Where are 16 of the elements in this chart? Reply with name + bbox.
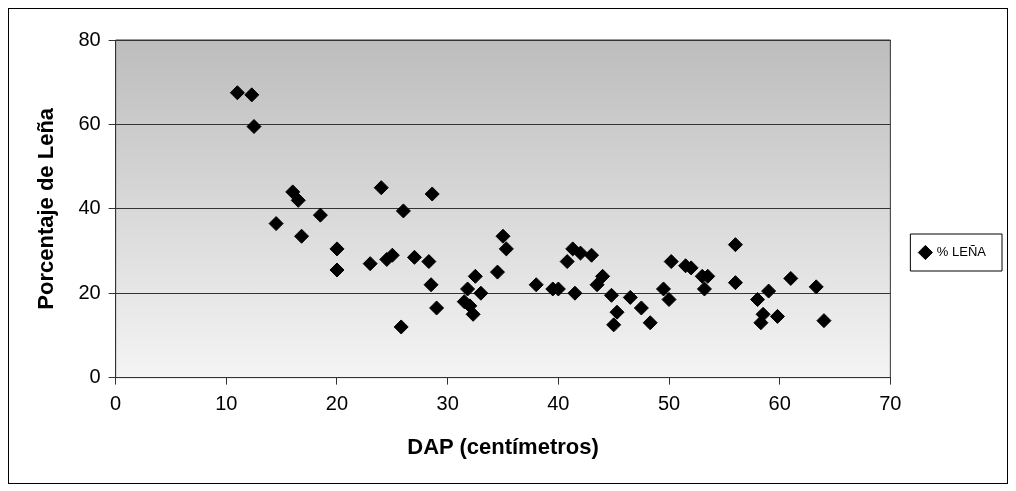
y-tick-label: 0 xyxy=(89,365,101,388)
x-tick-label: 70 xyxy=(879,392,902,415)
x-tick-label: 50 xyxy=(657,392,681,415)
x-tick-label: 0 xyxy=(110,392,122,415)
y-tick-label: 20 xyxy=(78,280,101,303)
x-tick-label: 30 xyxy=(436,392,459,415)
x-tick-label: 20 xyxy=(325,392,349,415)
x-tick-label: 10 xyxy=(215,392,238,415)
x-tick-label: 60 xyxy=(768,392,791,415)
legend-label: % LEÑA xyxy=(936,244,987,260)
y-axis-title: Porcentaje de Leña xyxy=(33,107,59,310)
x-tick-label: 40 xyxy=(547,392,570,415)
x-axis-title: DAP (centímetros) xyxy=(407,433,599,459)
y-tick-label: 60 xyxy=(78,111,101,134)
y-tick-label: 40 xyxy=(78,196,101,219)
y-tick-label: 80 xyxy=(78,27,101,50)
